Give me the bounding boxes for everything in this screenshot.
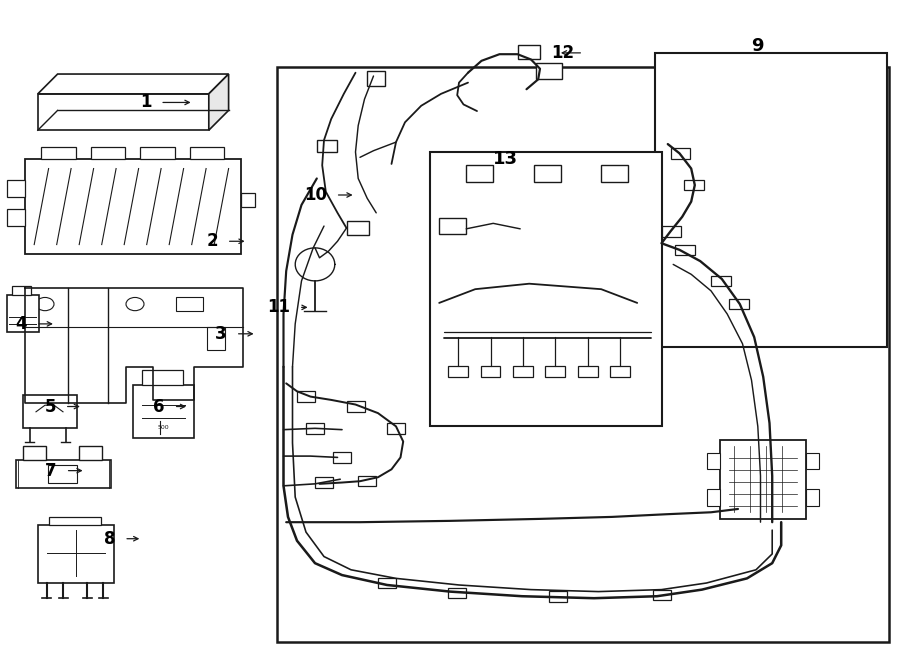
Bar bbox=[711, 276, 731, 286]
Bar bbox=[38, 525, 114, 583]
Bar bbox=[610, 366, 630, 377]
Bar bbox=[241, 193, 255, 206]
Bar bbox=[79, 446, 102, 460]
Bar bbox=[549, 591, 567, 602]
Bar bbox=[22, 395, 76, 428]
Bar bbox=[140, 147, 175, 159]
Text: 10: 10 bbox=[303, 186, 327, 204]
Bar bbox=[317, 140, 337, 152]
Bar bbox=[346, 401, 364, 412]
Bar bbox=[706, 453, 720, 469]
Text: 11: 11 bbox=[266, 298, 290, 317]
Bar bbox=[38, 94, 209, 130]
Bar bbox=[358, 476, 376, 486]
Bar bbox=[481, 366, 500, 377]
Bar bbox=[306, 423, 324, 434]
Text: 5: 5 bbox=[44, 397, 56, 416]
Bar bbox=[518, 45, 540, 59]
Bar bbox=[133, 385, 194, 438]
Bar bbox=[706, 489, 720, 506]
Polygon shape bbox=[209, 74, 229, 130]
Bar bbox=[578, 366, 598, 377]
Text: 4: 4 bbox=[15, 315, 27, 333]
Bar bbox=[662, 226, 681, 237]
Bar bbox=[277, 67, 889, 642]
Text: 2: 2 bbox=[206, 232, 218, 251]
Bar bbox=[655, 53, 887, 347]
Bar bbox=[675, 245, 695, 255]
Text: 6: 6 bbox=[153, 397, 165, 416]
Text: 7: 7 bbox=[45, 461, 57, 480]
Bar bbox=[190, 147, 224, 159]
Bar bbox=[720, 440, 806, 519]
Bar bbox=[12, 286, 32, 295]
Bar bbox=[684, 180, 704, 190]
Bar bbox=[536, 63, 562, 79]
Bar bbox=[367, 71, 385, 86]
Bar bbox=[545, 366, 565, 377]
Bar bbox=[7, 295, 39, 332]
Bar bbox=[25, 159, 241, 254]
Text: 1: 1 bbox=[140, 93, 151, 112]
Bar bbox=[601, 165, 628, 182]
Bar bbox=[729, 299, 749, 309]
Text: 3: 3 bbox=[215, 325, 227, 343]
Bar bbox=[297, 391, 315, 402]
Bar bbox=[91, 147, 125, 159]
Bar bbox=[387, 423, 405, 434]
Bar bbox=[806, 453, 819, 469]
Circle shape bbox=[126, 297, 144, 311]
Bar bbox=[176, 297, 202, 311]
Text: 500: 500 bbox=[158, 424, 169, 430]
Bar bbox=[439, 217, 466, 235]
Bar bbox=[513, 366, 533, 377]
Bar bbox=[333, 452, 351, 463]
Bar bbox=[49, 517, 101, 525]
Bar bbox=[7, 180, 25, 197]
Text: 13: 13 bbox=[493, 149, 518, 168]
Polygon shape bbox=[38, 74, 229, 94]
Bar bbox=[378, 578, 396, 588]
Bar bbox=[142, 370, 183, 385]
Bar bbox=[806, 489, 819, 506]
Bar bbox=[315, 477, 333, 488]
Bar bbox=[207, 327, 225, 350]
Bar bbox=[48, 465, 76, 483]
Bar bbox=[7, 209, 25, 226]
Text: 9: 9 bbox=[752, 37, 764, 56]
Circle shape bbox=[36, 297, 54, 311]
Bar bbox=[466, 165, 493, 182]
Text: 12: 12 bbox=[551, 44, 574, 62]
Bar bbox=[16, 460, 111, 488]
Bar bbox=[23, 446, 46, 460]
Bar bbox=[41, 147, 76, 159]
Bar bbox=[430, 152, 662, 426]
Bar bbox=[670, 148, 690, 159]
Bar bbox=[448, 366, 468, 377]
Bar bbox=[346, 221, 369, 235]
Text: 8: 8 bbox=[104, 529, 115, 548]
Bar bbox=[448, 588, 466, 598]
Bar bbox=[652, 590, 670, 600]
Bar bbox=[534, 165, 561, 182]
